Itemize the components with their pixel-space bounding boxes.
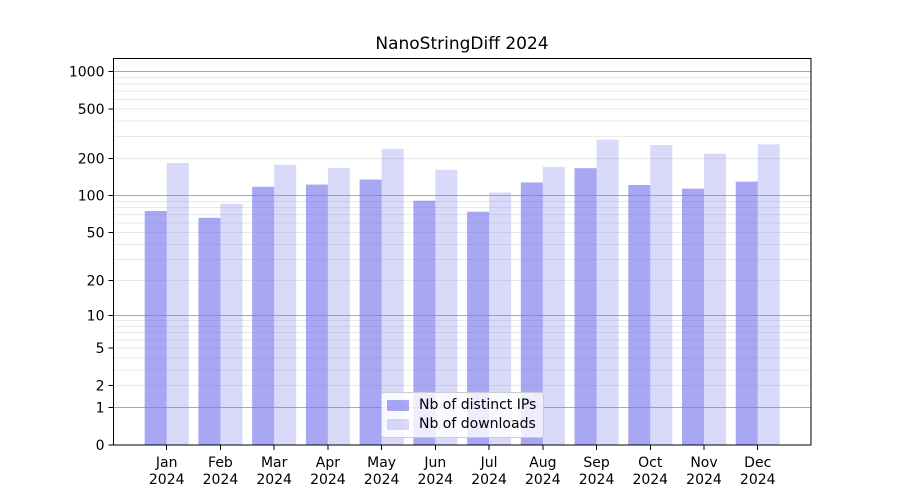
x-tick-label: Jul 2024 [471, 455, 507, 488]
y-tick-label: 0 [96, 438, 105, 454]
bar-downloads-oct [650, 144, 673, 445]
bar-downloads-nov [704, 153, 726, 446]
bar-ips-feb [198, 217, 221, 445]
legend-label-distinct-ips: Nb of distinct IPs [419, 397, 537, 413]
plot-border [113, 58, 812, 446]
bar-downloads-jun [435, 169, 458, 445]
y-tick-label: 10 [87, 308, 105, 324]
y-tick-label: 500 [78, 102, 105, 118]
x-tick-label: Sep 2024 [579, 455, 615, 488]
x-tick-label: Dec 2024 [740, 455, 776, 488]
legend-entry-downloads: Nb of downloads [387, 416, 536, 432]
bar-ips-jun [413, 200, 436, 445]
bar-downloads-aug [542, 166, 565, 445]
bar-downloads-feb [220, 203, 243, 445]
y-tick-label: 100 [78, 189, 105, 205]
bar-downloads-may [381, 148, 404, 445]
bar-ips-mar [252, 186, 275, 446]
legend-swatch-distinct-ips-icon [387, 399, 409, 411]
bar-downloads-dec [757, 144, 780, 445]
x-tick-label: Mar 2024 [256, 455, 292, 488]
x-tick-label: May 2024 [364, 455, 400, 488]
bar-ips-aug [520, 182, 543, 446]
x-tick-label: Nov 2024 [686, 455, 722, 488]
legend-label-downloads: Nb of downloads [419, 416, 536, 432]
bar-ips-nov [682, 188, 704, 446]
bar-ips-dec [735, 181, 758, 445]
y-tick-label: 5 [96, 341, 105, 357]
chart-title: NanoStringDiff 2024 [375, 34, 549, 54]
bar-ips-apr [305, 184, 328, 445]
y-tick-label: 20 [87, 274, 105, 290]
legend-swatch-downloads-icon [387, 418, 409, 430]
y-tick-label: 2 [96, 379, 105, 395]
y-tick-label: 200 [78, 151, 105, 167]
bar-ips-jan [144, 211, 167, 445]
bar-ips-may [359, 179, 382, 445]
x-tick-label: Jun 2024 [418, 455, 454, 488]
bar-downloads-mar [274, 164, 297, 445]
bar-downloads-apr [327, 167, 350, 445]
y-tick-label: 1000 [69, 65, 105, 81]
x-tick-label: Feb 2024 [203, 455, 239, 488]
legend: Nb of distinct IPs Nb of downloads [381, 392, 544, 438]
bar-downloads-sep [596, 139, 619, 445]
x-tick-label: Jan 2024 [149, 455, 185, 488]
x-tick-label: Oct 2024 [632, 455, 668, 488]
bar-ips-oct [628, 185, 651, 445]
legend-entry-distinct-ips: Nb of distinct IPs [387, 397, 537, 413]
bar-downloads-jul [489, 192, 512, 445]
x-tick-label: Aug 2024 [525, 455, 561, 488]
x-tick-label: Apr 2024 [310, 455, 346, 488]
y-tick-label: 50 [87, 226, 105, 242]
y-tick-label: 1 [96, 401, 105, 417]
bar-ips-jul [467, 211, 490, 445]
bar-ips-sep [574, 168, 597, 446]
bar-downloads-jan [166, 162, 189, 445]
